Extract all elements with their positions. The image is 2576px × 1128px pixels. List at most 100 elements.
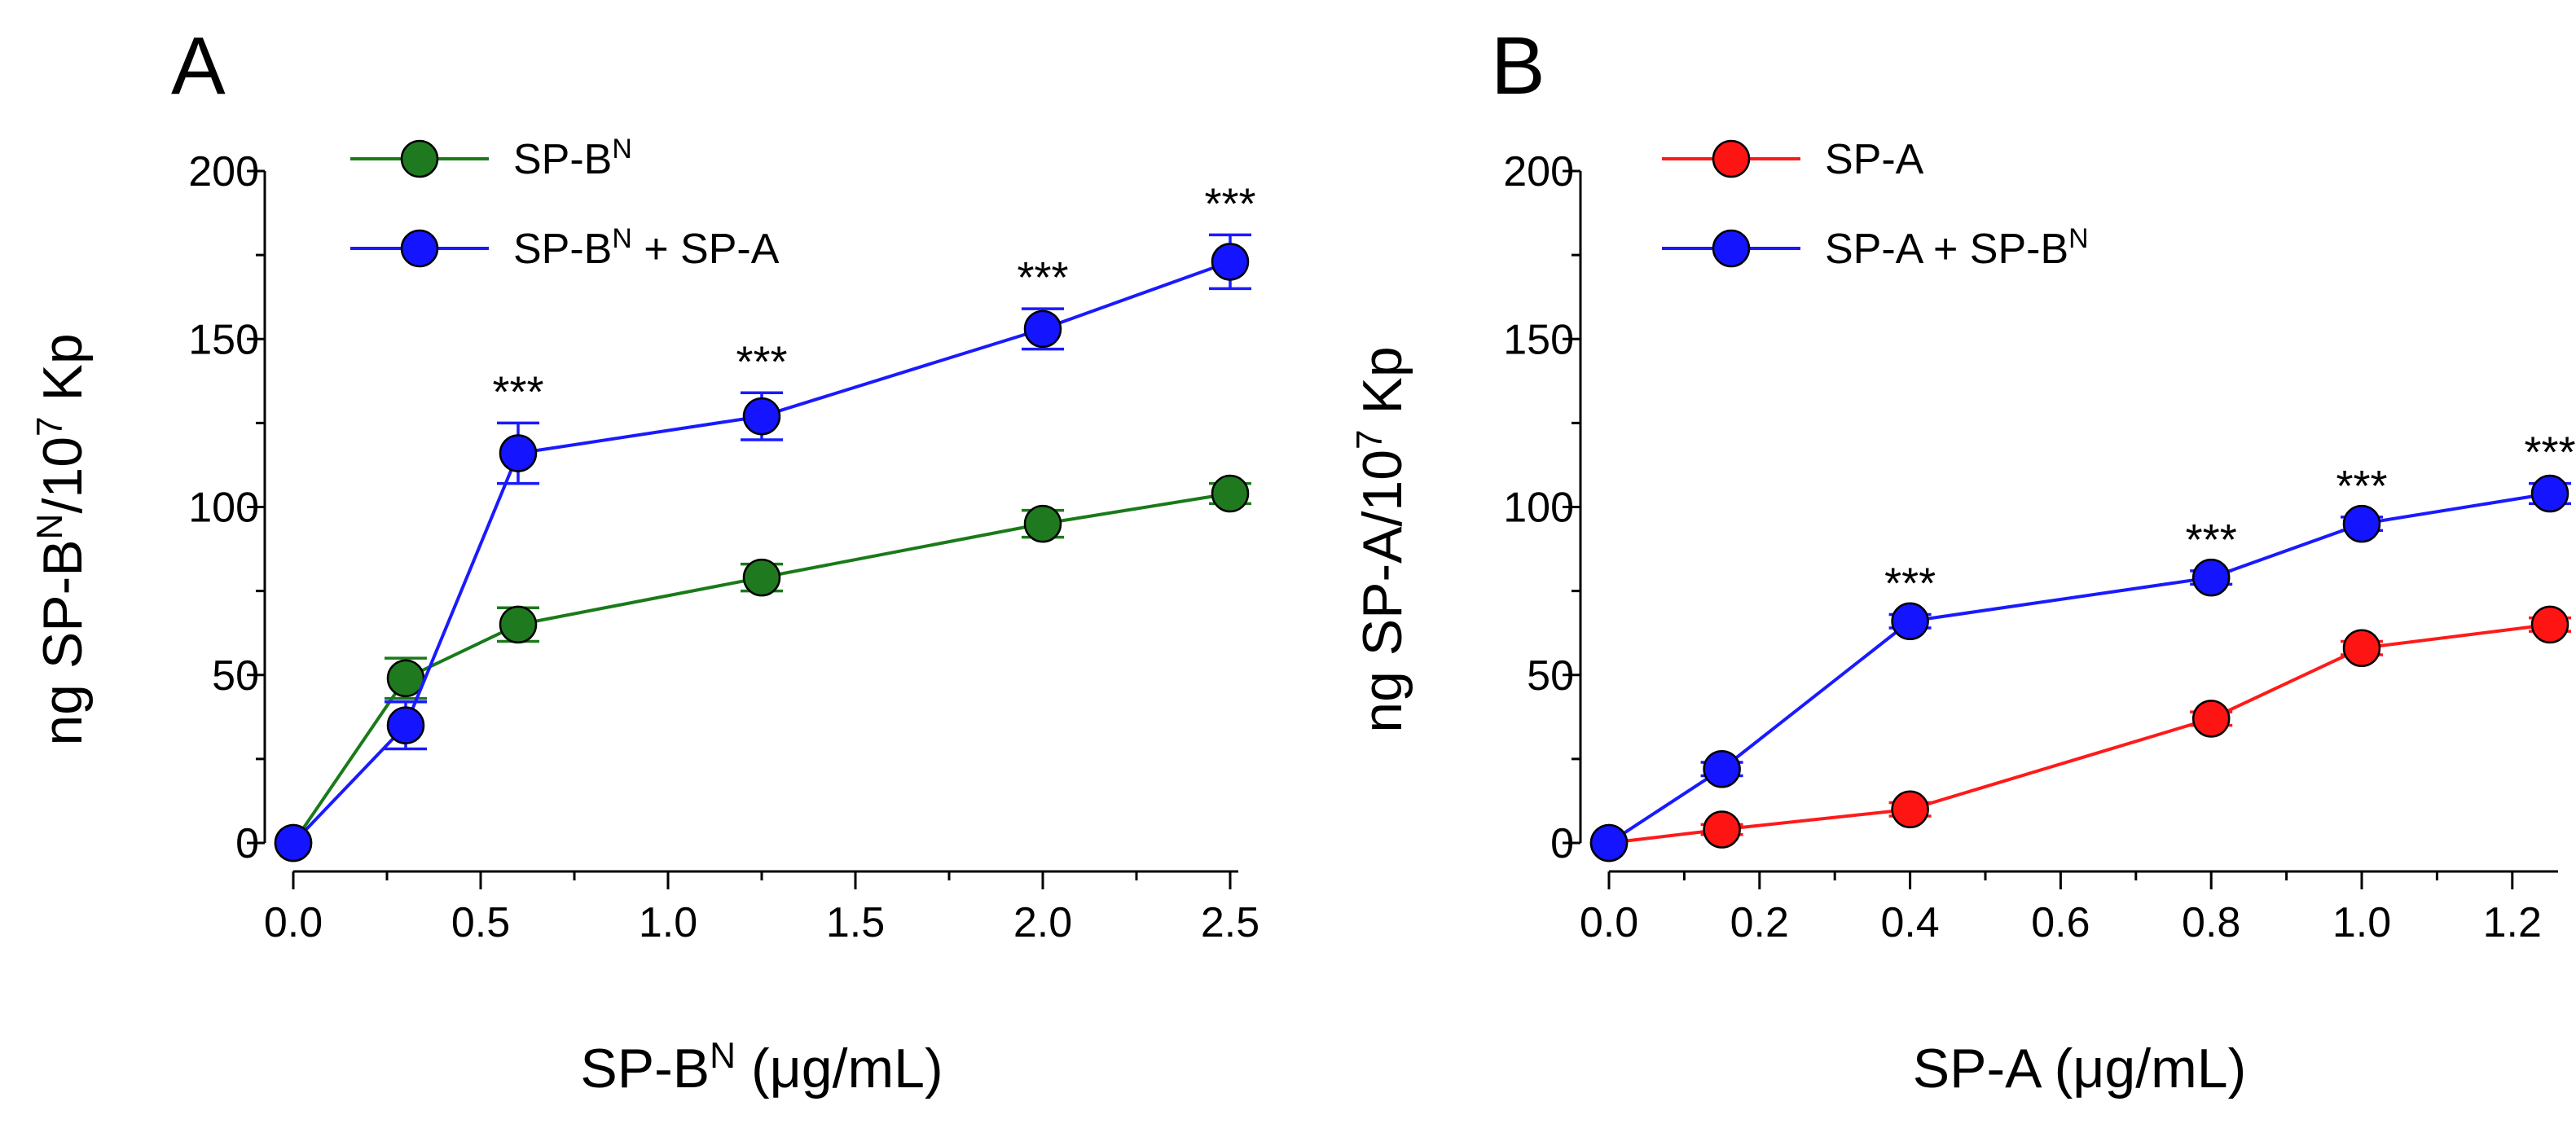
- significance-marker: ***: [1204, 179, 1255, 228]
- significance-marker: ***: [2524, 428, 2575, 477]
- legend: SP-A SP-A + SP-BN: [1662, 136, 2089, 273]
- x-tick-label: 1.0: [639, 899, 697, 946]
- legend-marker: [400, 229, 439, 268]
- x-tick-label: 0.6: [2031, 899, 2090, 946]
- axes: [1563, 169, 2558, 889]
- y-axis-title-part: Kp: [1352, 346, 1413, 429]
- data-point: [2342, 629, 2381, 667]
- y-axis-title-sup: N: [30, 514, 70, 540]
- data-point: [2191, 700, 2231, 738]
- data-point: [1589, 823, 1629, 862]
- legend-label-sup: N: [2068, 223, 2088, 254]
- significance-marker: ***: [2336, 462, 2387, 511]
- chart-panel-b: B 0 50 100 150 200 0.0 0.2 0.4 0.6 0.8 1.0 1.2 SP-A (…: [1350, 20, 2576, 1099]
- legend-label-name: SP-A: [1825, 136, 1924, 183]
- y-tick-label: 200: [188, 148, 259, 195]
- data-point: [2342, 504, 2381, 543]
- y-axis-title-part: Kp: [32, 333, 94, 416]
- x-tick-label: 0.0: [264, 899, 323, 946]
- x-axis-title-unit: (μg/mL): [736, 1038, 943, 1099]
- y-axis-title-part: /10: [1352, 450, 1413, 527]
- y-axis-title: ng SP-BN/107 Kp: [30, 333, 95, 745]
- data-point: [2191, 558, 2231, 597]
- data-point: [1023, 504, 1062, 543]
- x-tick-label: 2.0: [1013, 899, 1072, 946]
- significance-marker: ***: [492, 367, 543, 416]
- series-line: [1608, 622, 2551, 845]
- legend-marker: [400, 139, 439, 178]
- x-axis-title: SP-BN (μg/mL): [580, 1036, 943, 1100]
- x-tick-label: 1.2: [2483, 899, 2542, 946]
- y-tick-label: 150: [188, 316, 259, 363]
- data-point: [1891, 602, 1929, 640]
- series-line: [292, 260, 1231, 845]
- data-point: [2530, 605, 2569, 644]
- x-tick-label: 0.5: [451, 899, 510, 946]
- data-point: [1211, 243, 1250, 281]
- significance-marker: ***: [1017, 253, 1068, 302]
- x-tick-label: 0.4: [1880, 899, 1939, 946]
- y-axis-title-part: ng SP-B: [32, 539, 94, 745]
- series-0: [1589, 605, 2571, 862]
- y-axis-title-part: /10: [32, 437, 94, 514]
- series-1: [274, 233, 1251, 862]
- x-axis-title-sup: N: [710, 1036, 736, 1076]
- series-1: [1589, 474, 2571, 862]
- y-tick-label: 50: [1527, 652, 1574, 700]
- data-point: [499, 434, 538, 472]
- x-tick-label: 2.5: [1201, 899, 1259, 946]
- legend-label: SP-A + SP-BN: [1825, 223, 2089, 273]
- panel-letter: A: [171, 20, 226, 112]
- data-point: [1891, 790, 1929, 828]
- data-point: [1703, 750, 1741, 788]
- axes: [247, 169, 1238, 889]
- x-tick-label: 1.5: [826, 899, 885, 946]
- x-axis-title: SP-A (μg/mL): [1913, 1038, 2247, 1099]
- y-tick-label: 50: [212, 652, 259, 700]
- data-point: [2530, 474, 2569, 513]
- data-point: [274, 823, 313, 862]
- x-axis-title-main: SP-B: [580, 1038, 710, 1099]
- series-line: [292, 492, 1231, 845]
- x-tick-label: 0.0: [1580, 899, 1638, 946]
- y-tick-label: 100: [1503, 485, 1574, 532]
- x-axis-title-main: SP-A: [1913, 1038, 2042, 1099]
- legend-label-sup: N: [612, 223, 631, 254]
- panel-letter: B: [1491, 20, 1545, 112]
- y-tick-label: 100: [188, 485, 259, 532]
- legend-label-sup: N: [612, 134, 631, 165]
- significance-marker: ***: [736, 337, 787, 386]
- legend-marker: [1712, 229, 1751, 268]
- data-point: [499, 605, 538, 644]
- legend-label: SP-BN + SP-A: [513, 223, 780, 273]
- legend-label-suffix: + SP-A: [632, 226, 780, 273]
- x-tick-label: 0.2: [1730, 899, 1789, 946]
- x-tick-label: 1.0: [2332, 899, 2391, 946]
- data-point: [386, 706, 425, 744]
- legend-label: SP-A: [1825, 136, 1924, 183]
- legend-marker: [1712, 139, 1751, 178]
- x-axis-title-unit: (μg/mL): [2039, 1038, 2247, 1099]
- series-0: [274, 474, 1251, 862]
- x-tick-label: 0.8: [2182, 899, 2240, 946]
- y-tick-label: 0: [235, 820, 259, 867]
- legend-label-name: SP-A + SP-B: [1825, 226, 2068, 273]
- data-point: [1023, 309, 1062, 349]
- series-line: [1607, 492, 2551, 845]
- data-point: [742, 397, 781, 436]
- y-axis-title-sup: 7: [1350, 429, 1390, 450]
- legend-label: SP-BN: [513, 134, 632, 183]
- data-point: [1703, 810, 1741, 849]
- y-tick-label: 0: [1550, 820, 1574, 867]
- significance-marker: ***: [1884, 560, 1936, 608]
- y-tick-label: 150: [1503, 316, 1574, 363]
- y-tick-label: 200: [1503, 148, 1574, 195]
- data-point: [742, 558, 781, 597]
- legend-label-name: SP-B: [513, 226, 612, 273]
- legend-label-name: SP-B: [513, 136, 612, 183]
- y-axis-title: ng SP-A/107 Kp: [1350, 346, 1414, 732]
